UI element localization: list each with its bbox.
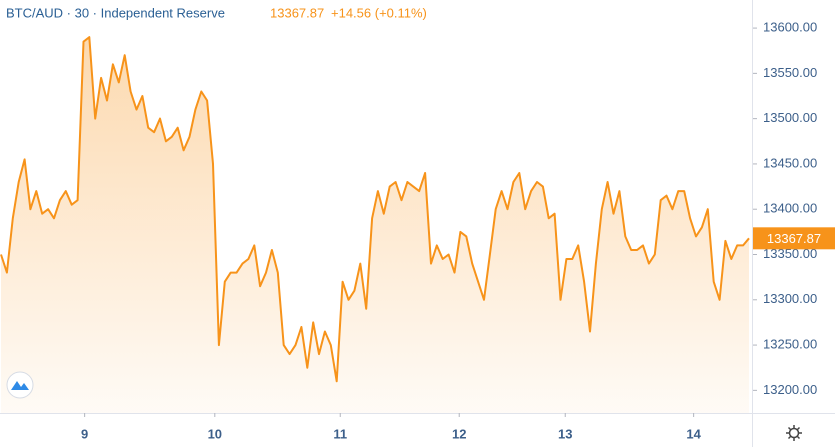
- x-tick-label: 11: [333, 426, 347, 441]
- x-tick-label: 13: [558, 426, 572, 441]
- y-tick-label: 13300.00: [763, 291, 817, 306]
- settings-icon[interactable]: [786, 425, 802, 441]
- plot-area: [0, 36, 750, 413]
- price-label-bg: [753, 227, 835, 250]
- price-change: +14.56 (+0.11%): [331, 5, 427, 20]
- y-tick-label: 13350.00: [763, 246, 817, 261]
- y-tick-label: 13600.00: [763, 20, 817, 35]
- y-tick-label: 13400.00: [763, 201, 817, 216]
- y-tick-label: 13450.00: [763, 155, 817, 170]
- logo: [6, 371, 34, 399]
- y-tick-label: 13200.00: [763, 382, 817, 397]
- y-tick-label: 13550.00: [763, 65, 817, 80]
- x-tick-label: 14: [686, 426, 701, 441]
- x-tick-label: 12: [452, 426, 466, 441]
- x-tick-label: 10: [208, 426, 222, 441]
- y-tick-label: 13500.00: [763, 110, 817, 125]
- x-tick-label: 9: [81, 426, 88, 441]
- line: [0, 36, 750, 383]
- legend-bg: [0, 2, 440, 26]
- chart-title: BTC/AUD · 30 · Independent Reserve: [6, 5, 225, 20]
- last-price: 13367.87: [270, 5, 324, 20]
- price-label: 13367.87: [767, 231, 821, 246]
- area: [1, 37, 749, 413]
- y-tick-label: 13250.00: [763, 337, 817, 352]
